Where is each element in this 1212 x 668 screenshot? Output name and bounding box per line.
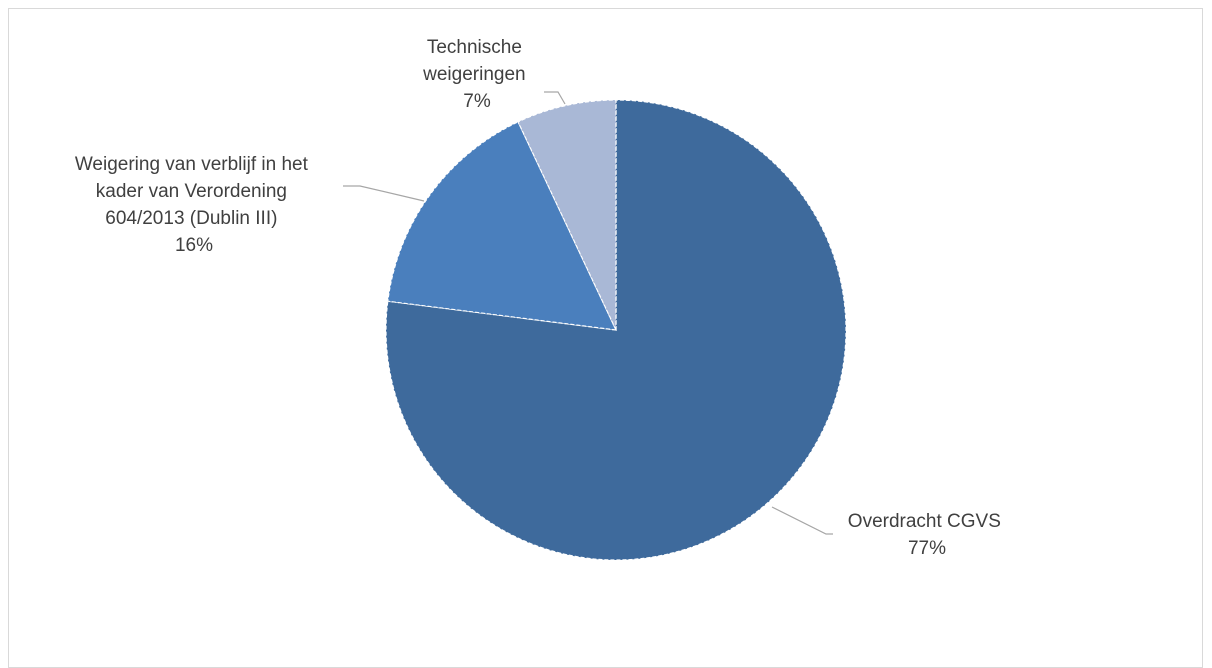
leader-line-overdracht (771, 506, 833, 535)
slice-technische-weigeringen (517, 99, 617, 331)
slice-weigering-dublin (387, 121, 618, 331)
label-weigering-line-2: kader van Verordening (96, 181, 287, 202)
label-overdracht: Overdracht CGVS 77% (848, 511, 1006, 559)
label-overdracht-line-1: Overdracht CGVS (848, 511, 1001, 532)
leader-line-weigering (343, 185, 425, 202)
label-weigering-line-3: 604/2013 (Dublin III) (105, 208, 277, 229)
label-technische-line-1: Technische (427, 37, 522, 58)
label-technische: Technische weigeringen 7% (422, 37, 531, 112)
leader-lines (343, 91, 833, 535)
label-technische-percent: 7% (463, 91, 491, 112)
label-weigering-line-1: Weigering van verblijf in het (75, 154, 309, 175)
label-overdracht-percent: 77% (908, 538, 946, 559)
label-technische-line-2: weigeringen (422, 64, 525, 85)
label-weigering: Weigering van verblijf in het kader van … (75, 154, 313, 256)
pie-slices (385, 99, 847, 561)
label-weigering-percent: 16% (175, 235, 213, 256)
leader-line-technische (544, 91, 566, 105)
